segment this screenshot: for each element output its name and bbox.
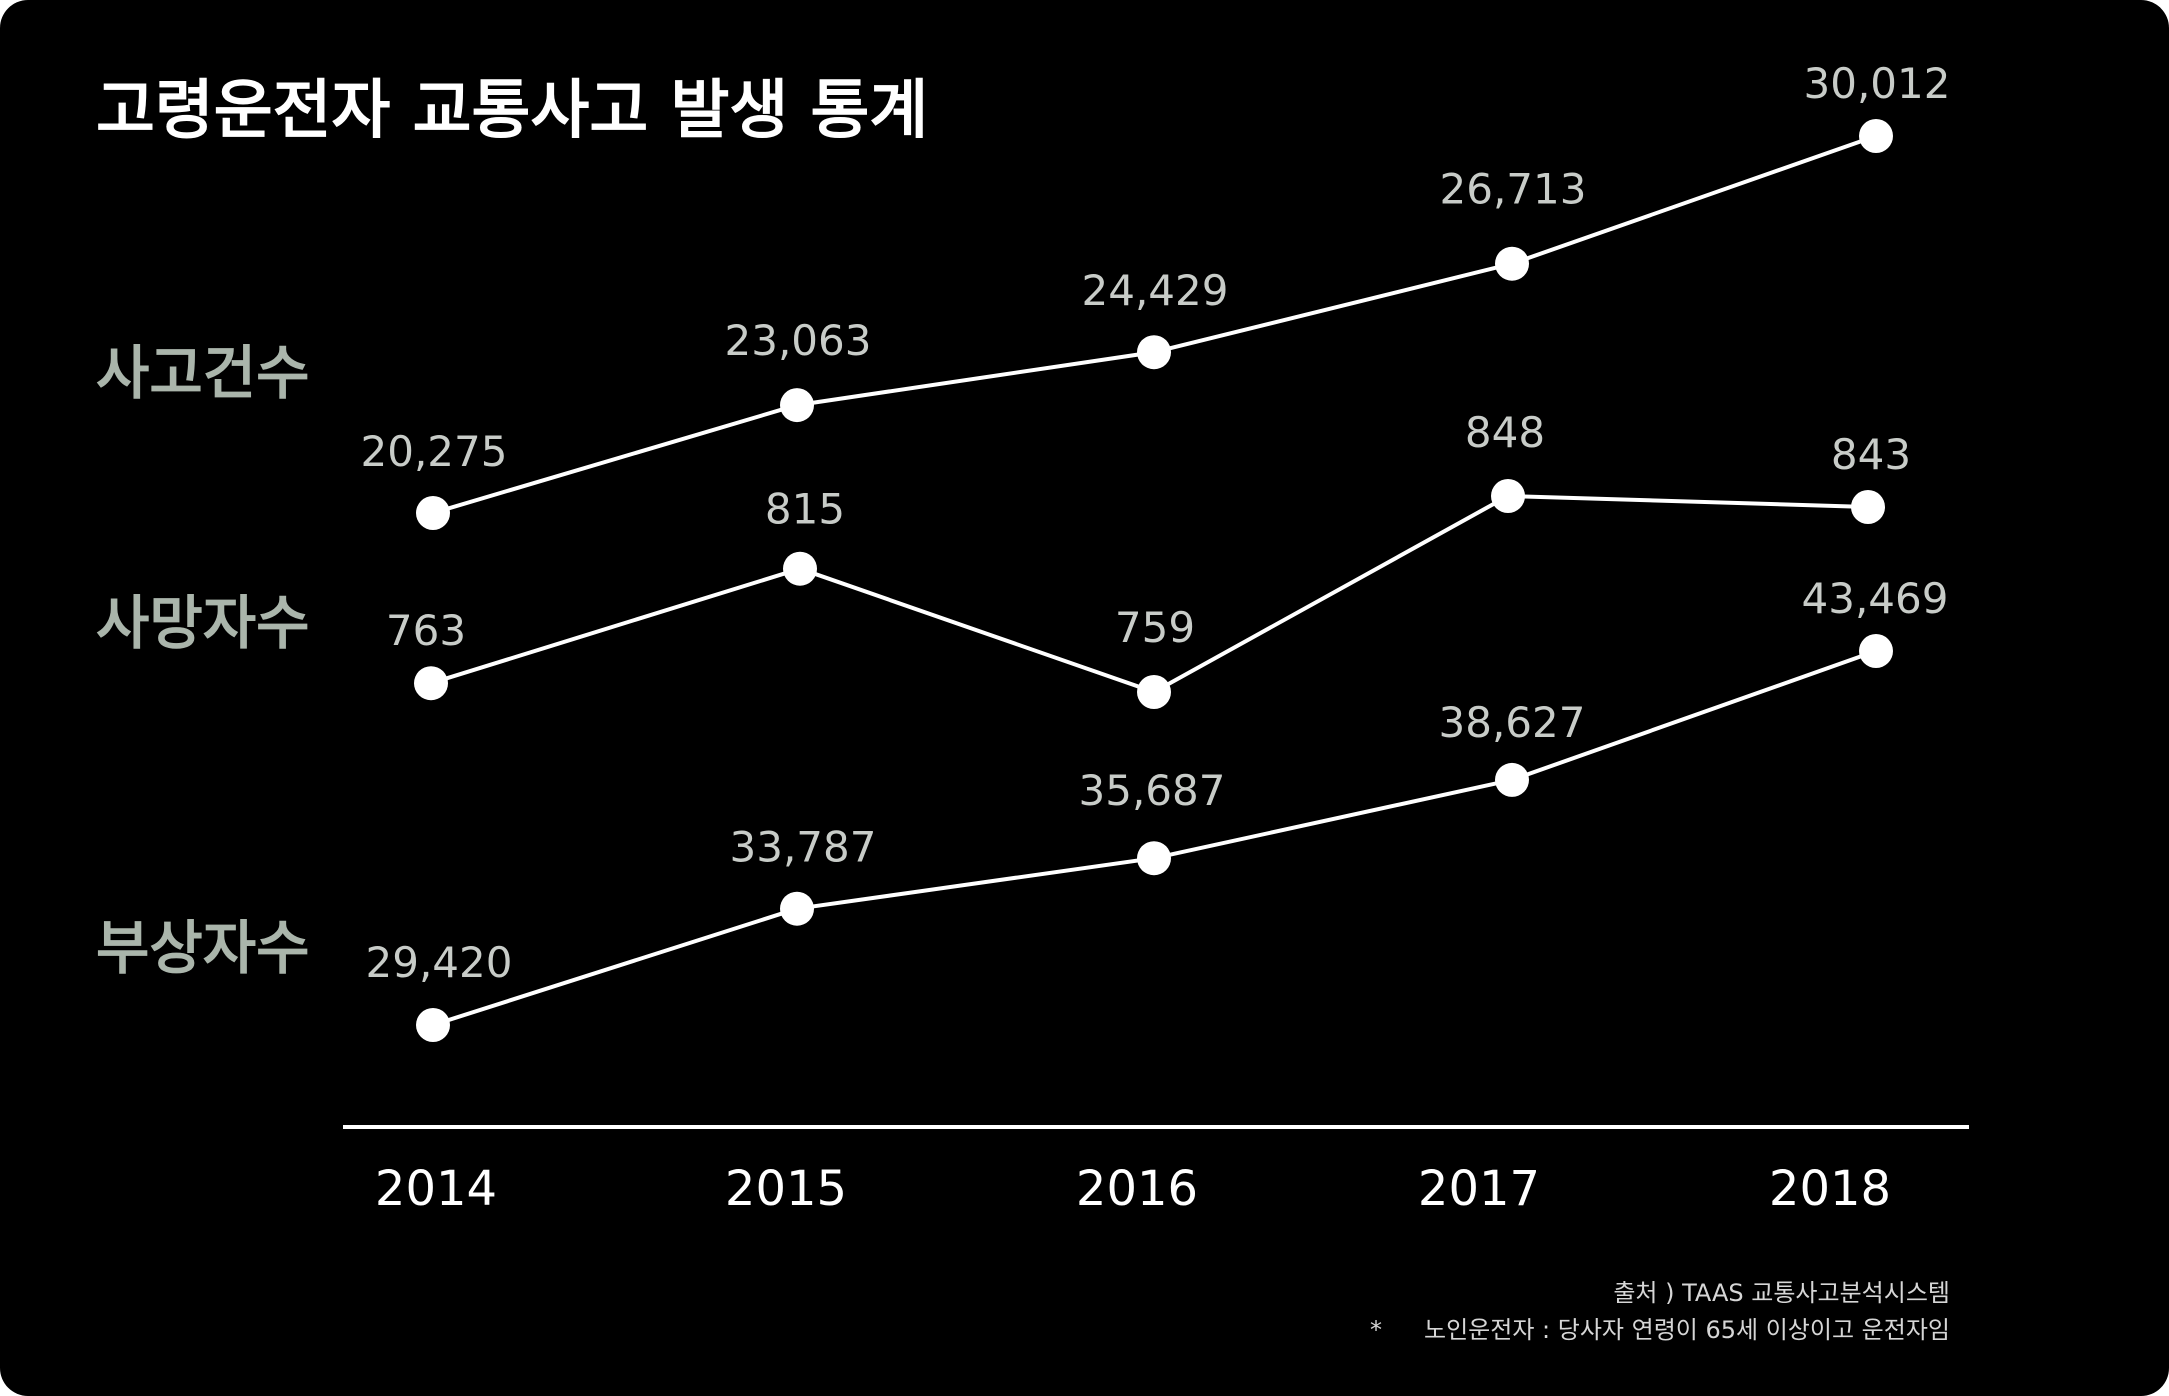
series-line-2 bbox=[430, 494, 1869, 694]
data-point-3-2018 bbox=[1859, 634, 1893, 668]
series-label-2: 사망자수 bbox=[96, 589, 309, 657]
data-label-3-2017: 38,627 bbox=[1439, 698, 1586, 747]
data-point-1-2017 bbox=[1495, 246, 1529, 281]
data-label-2-2017: 848 bbox=[1465, 408, 1545, 457]
data-label-3-2016: 35,687 bbox=[1079, 766, 1226, 815]
data-point-3-2017 bbox=[1495, 762, 1529, 797]
data-labels: 20,275 23,063 24,429 26,713 30,012 763 815 759 8… bbox=[361, 59, 1951, 987]
series-label-1: 사고건수 bbox=[96, 339, 309, 407]
data-point-2-2015 bbox=[783, 551, 817, 586]
data-label-1-2014: 20,275 bbox=[361, 427, 508, 476]
data-label-3-2014: 29,420 bbox=[366, 938, 513, 987]
x-tick-label-2016: 2016 bbox=[1076, 1161, 1198, 1217]
data-point-2-2014 bbox=[414, 666, 448, 701]
series-line-1 bbox=[432, 134, 1877, 515]
x-tick-label-2017: 2017 bbox=[1418, 1161, 1540, 1217]
data-point-2-2018 bbox=[1851, 490, 1885, 524]
data-label-2-2014: 763 bbox=[386, 606, 466, 655]
data-label-2-2015: 815 bbox=[765, 485, 845, 534]
data-point-3-2016 bbox=[1137, 841, 1171, 876]
data-label-2-2016: 759 bbox=[1115, 603, 1195, 652]
data-point-3-2014 bbox=[416, 1008, 450, 1042]
data-point-3-2015 bbox=[780, 891, 814, 926]
data-point-1-2016 bbox=[1137, 335, 1171, 370]
data-point-1-2014 bbox=[416, 496, 450, 530]
data-point-1-2015 bbox=[780, 388, 814, 423]
footnote-mark: * bbox=[1370, 1316, 1382, 1344]
x-tick-label-2015: 2015 bbox=[725, 1161, 847, 1217]
data-label-1-2017: 26,713 bbox=[1440, 165, 1587, 214]
source-note: 출처 ) TAAS 교통사고분석시스템 bbox=[1613, 1279, 1950, 1307]
data-label-1-2015: 23,063 bbox=[725, 316, 872, 365]
series-points bbox=[414, 119, 1893, 1042]
data-label-2-2018: 843 bbox=[1831, 430, 1911, 479]
footnote-text: 노인운전자 : 당사자 연령이 65세 이상이고 운전자임 bbox=[1424, 1316, 1950, 1344]
data-point-2-2016 bbox=[1137, 675, 1171, 709]
x-tick-label-2018: 2018 bbox=[1769, 1161, 1891, 1217]
x-axis-tick-labels: 2014 2015 2016 2017 2018 bbox=[375, 1161, 1891, 1217]
series-label-3: 부상자수 bbox=[96, 914, 309, 982]
data-label-3-2015: 33,787 bbox=[730, 823, 877, 872]
data-label-1-2018: 30,012 bbox=[1804, 59, 1951, 108]
x-tick-label-2014: 2014 bbox=[375, 1161, 497, 1217]
data-label-3-2018: 43,469 bbox=[1802, 574, 1949, 623]
data-point-2-2017 bbox=[1491, 479, 1525, 513]
data-label-1-2016: 24,429 bbox=[1082, 266, 1229, 315]
data-point-1-2018 bbox=[1859, 119, 1893, 153]
chart-title: 고령운전자 교통사고 발생 통계 bbox=[96, 74, 928, 148]
